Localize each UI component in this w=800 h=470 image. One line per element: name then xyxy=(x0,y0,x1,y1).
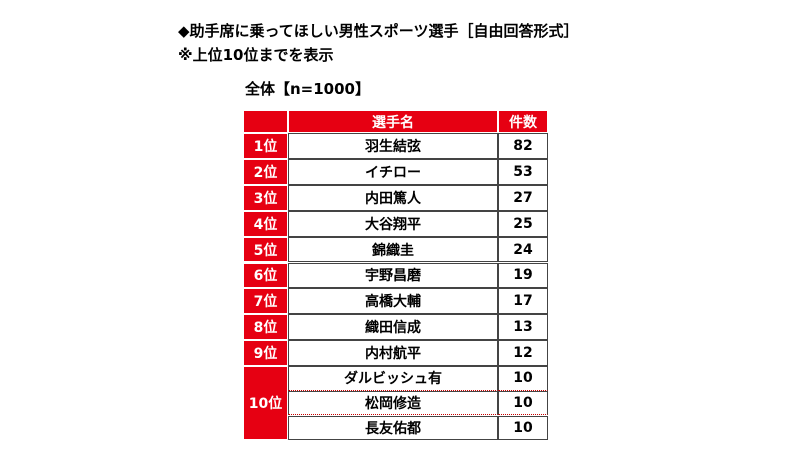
rank-cell: 10位 xyxy=(243,366,288,441)
header-cell xyxy=(243,110,288,133)
caption: 全体【n=1000】 xyxy=(245,80,370,98)
count: 27 xyxy=(498,184,548,211)
header-cell: 選手名 xyxy=(288,110,498,133)
count: 10 xyxy=(498,366,548,391)
player-name: 織田信成 xyxy=(288,314,498,341)
count: 17 xyxy=(498,288,548,315)
count: 12 xyxy=(498,340,548,367)
count: 13 xyxy=(498,314,548,341)
player-name: 羽生結弦 xyxy=(288,133,498,159)
player-name: 内村航平 xyxy=(288,340,498,367)
rank-cell: 4位 xyxy=(243,210,288,237)
rank-cell: 9位 xyxy=(243,340,288,367)
player-name: 錦織圭 xyxy=(288,236,498,263)
player-name: 内田篤人 xyxy=(288,184,498,211)
player-name: ダルビッシュ有 xyxy=(288,366,498,391)
rank-cell: 3位 xyxy=(243,184,288,211)
rank-cell: 8位 xyxy=(243,314,288,341)
player-name: 大谷翔平 xyxy=(288,210,498,237)
player-name: イチロー xyxy=(288,158,498,185)
count: 24 xyxy=(498,236,548,263)
rank-cell: 2位 xyxy=(243,158,288,185)
title: ◆助手席に乗ってほしい男性スポーツ選手［自由回答形式］ xyxy=(178,22,579,40)
player-name: 長友佑都 xyxy=(288,415,498,441)
note: ※上位10位までを表示 xyxy=(178,46,334,64)
rank-cell: 7位 xyxy=(243,288,288,315)
count: 53 xyxy=(498,158,548,185)
rank-cell: 1位 xyxy=(243,133,288,159)
count: 19 xyxy=(498,262,548,289)
count: 10 xyxy=(498,415,548,441)
rank-cell: 6位 xyxy=(243,262,288,289)
count: 82 xyxy=(498,133,548,159)
count: 10 xyxy=(498,390,548,416)
count: 25 xyxy=(498,210,548,237)
header-cell: 件数 xyxy=(498,110,548,133)
player-name: 宇野昌磨 xyxy=(288,262,498,289)
player-name: 高橋大輔 xyxy=(288,288,498,315)
player-name: 松岡修造 xyxy=(288,390,498,416)
rank-cell: 5位 xyxy=(243,236,288,263)
